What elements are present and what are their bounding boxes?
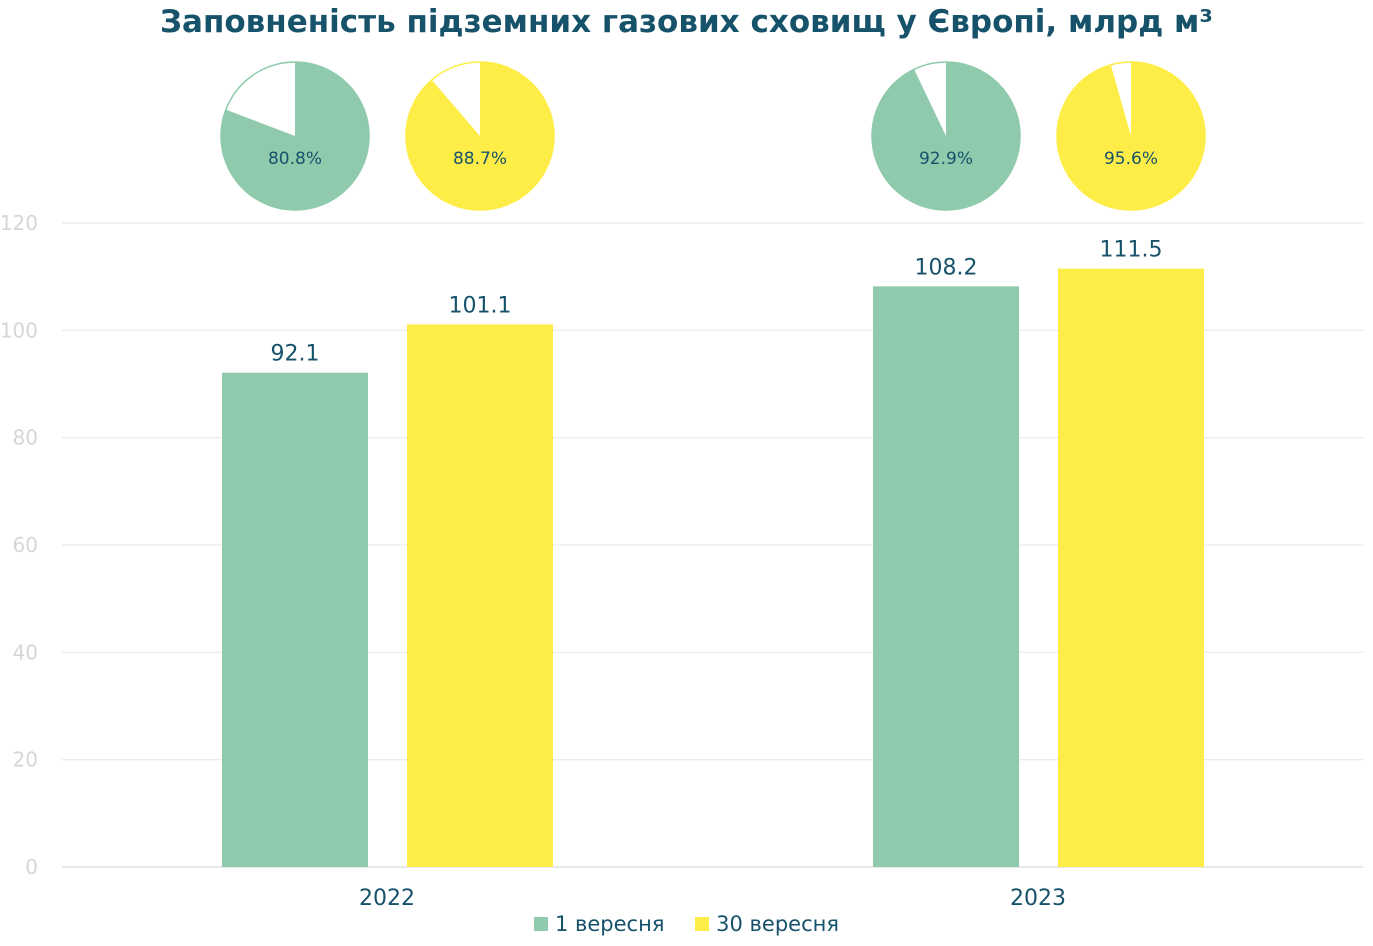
bar-2022-sep-30 [407, 324, 553, 867]
y-tick-label: 100 [0, 318, 38, 342]
pie-percent-label: 88.7% [453, 149, 507, 169]
bar-2023-sep-30 [1058, 268, 1204, 867]
legend-label-sep-30: 30 вересня [716, 912, 840, 936]
legend-swatch-sep-30 [695, 917, 710, 931]
bars-layer: 92.1 101.1 2022 108.2 111.5 2023 [222, 238, 1204, 911]
pie-percent-label: 80.8% [268, 149, 322, 169]
bar-value-label: 108.2 [915, 255, 978, 280]
legend-item-sep-30: 30 вересня [695, 912, 839, 936]
bar-2022-sep-1 [222, 372, 368, 867]
y-tick-label: 20 [13, 748, 38, 772]
y-tick-label: 120 [0, 211, 38, 235]
bar-value-label: 111.5 [1100, 238, 1163, 263]
x-category-label: 2022 [359, 886, 415, 911]
pie-percent-label: 92.9% [919, 149, 973, 169]
pie-filled-slice [220, 62, 369, 211]
pie-percent-label: 95.6% [1104, 149, 1158, 169]
pie-filled-slice [406, 62, 554, 210]
legend-swatch-sep-1 [533, 917, 548, 931]
legend-label-sep-1: 1 вересня [554, 912, 665, 936]
pie-filled-slice [1057, 62, 1205, 211]
bar-value-label: 101.1 [449, 293, 512, 318]
y-tick-label: 80 [13, 426, 38, 450]
bar-value-label: 92.1 [271, 342, 320, 367]
bar-2023-sep-1 [873, 286, 1019, 867]
y-tick-label: 60 [13, 533, 38, 557]
pies-layer: 80.8% 92.9% 88.7% 95.6% [220, 61, 1206, 211]
x-category-label: 2023 [1010, 886, 1066, 911]
chart-title: Заповненість підземних газових сховищ у … [160, 4, 1213, 40]
y-tick-label: 40 [13, 640, 38, 664]
pie-filled-slice [872, 62, 1020, 210]
legend: 1 вересня 30 вересня [0, 912, 1373, 936]
legend-item-sep-1: 1 вересня [533, 912, 665, 936]
y-tick-label: 0 [25, 855, 38, 879]
